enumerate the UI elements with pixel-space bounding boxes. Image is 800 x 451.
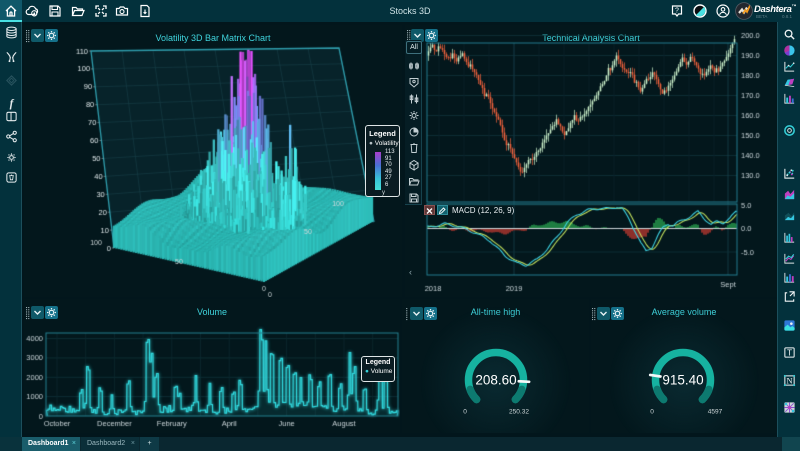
svg-text:T: T — [787, 348, 792, 358]
svg-text:N: N — [786, 377, 792, 386]
svg-text:0: 0 — [463, 409, 467, 416]
svg-text:915.40: 915.40 — [662, 373, 703, 388]
svg-text:208.60: 208.60 — [475, 373, 516, 388]
svg-text:0: 0 — [650, 409, 654, 416]
svg-text:4597: 4597 — [708, 409, 723, 416]
svg-text:?: ? — [675, 8, 679, 15]
svg-text:250.32: 250.32 — [509, 409, 529, 416]
svg-text:f: f — [10, 98, 15, 110]
